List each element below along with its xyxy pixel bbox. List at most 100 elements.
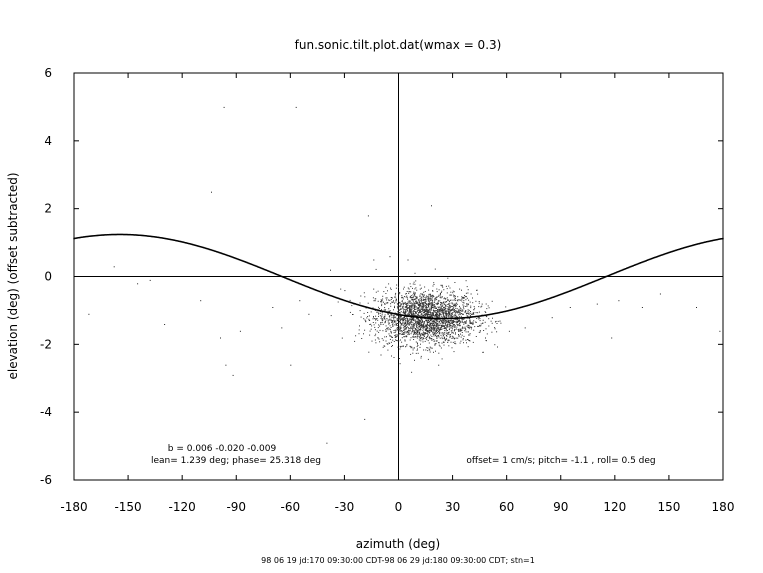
data-point (459, 299, 461, 301)
fit-curve-point (688, 245, 691, 247)
data-point (416, 346, 418, 348)
data-point (452, 326, 454, 328)
data-point (412, 296, 414, 298)
data-point (405, 331, 407, 333)
data-point (438, 336, 440, 338)
data-point (433, 335, 435, 337)
data-point (461, 310, 463, 312)
data-point (432, 306, 434, 308)
data-point (491, 331, 493, 333)
data-point (393, 357, 395, 358)
data-point (424, 340, 426, 342)
data-point (458, 334, 460, 336)
data-point (384, 318, 386, 320)
data-point (422, 329, 424, 331)
data-point (438, 333, 440, 335)
data-point (426, 312, 428, 314)
data-point (467, 315, 469, 317)
data-point (375, 319, 377, 321)
data-point (389, 299, 391, 301)
data-point (454, 342, 456, 344)
data-point (403, 286, 405, 288)
fit-curve-point (458, 317, 460, 319)
data-point (416, 332, 418, 334)
data-point (396, 315, 398, 316)
data-point (428, 321, 430, 323)
fit-curve-point (186, 242, 189, 244)
fit-curve-point (293, 280, 296, 283)
data-point (404, 308, 406, 310)
fit-curve-point (389, 312, 391, 314)
data-point (377, 300, 379, 302)
data-point (428, 303, 430, 305)
data-point (414, 323, 416, 325)
data-point (415, 352, 417, 354)
data-point (462, 313, 464, 315)
data-point (403, 309, 405, 311)
data-point (461, 289, 462, 291)
fit-curve-point (690, 244, 693, 247)
data-point (426, 324, 428, 326)
data-point (442, 296, 443, 298)
data-point (463, 305, 465, 307)
data-point (441, 302, 443, 304)
fit-curve-point (716, 238, 719, 241)
data-point (459, 312, 461, 314)
fit-curve-point (594, 280, 597, 282)
data-point (419, 336, 421, 338)
data-point (386, 297, 388, 299)
data-point (413, 281, 415, 283)
data-point (434, 310, 436, 312)
data-point (409, 309, 410, 311)
fit-curve-point (561, 293, 563, 295)
data-point (445, 320, 447, 322)
data-point (440, 308, 442, 310)
data-point (375, 322, 377, 324)
data-point (455, 304, 457, 306)
data-point (425, 305, 427, 307)
data-point (417, 313, 419, 315)
data-point (475, 300, 477, 302)
data-point (462, 326, 464, 328)
data-point (428, 329, 430, 331)
data-point (452, 341, 454, 343)
data-point (424, 310, 425, 312)
data-point (393, 300, 394, 302)
data-point (416, 328, 418, 330)
data-point (410, 286, 412, 288)
data-point (450, 335, 451, 337)
data-point (449, 323, 451, 325)
data-point (369, 334, 371, 336)
data-point (477, 325, 479, 327)
data-point (467, 292, 469, 294)
fit-curve-point (319, 291, 322, 293)
fit-curve-point (247, 262, 249, 264)
data-point (445, 310, 447, 312)
data-point (413, 291, 415, 293)
data-point (410, 333, 412, 335)
fit-curve-point (231, 256, 233, 258)
fit-curve-point (449, 317, 452, 320)
fit-curve-point (682, 247, 684, 249)
data-point (451, 332, 453, 334)
data-point (403, 318, 405, 320)
data-point (400, 305, 402, 307)
data-point (448, 328, 450, 330)
data-point (432, 285, 434, 287)
data-point (443, 306, 444, 308)
data-point (443, 304, 445, 305)
data-point (390, 287, 391, 289)
data-point (419, 288, 421, 290)
data-point (434, 325, 436, 327)
data-point (434, 299, 436, 301)
data-point (414, 272, 416, 274)
data-point (373, 288, 375, 290)
data-point (469, 321, 471, 323)
fit-curve-point (217, 251, 219, 253)
data-point (400, 319, 402, 321)
data-point (462, 338, 464, 340)
data-point (414, 333, 416, 334)
data-point (451, 347, 453, 349)
data-point (412, 319, 414, 321)
data-point (406, 327, 408, 328)
